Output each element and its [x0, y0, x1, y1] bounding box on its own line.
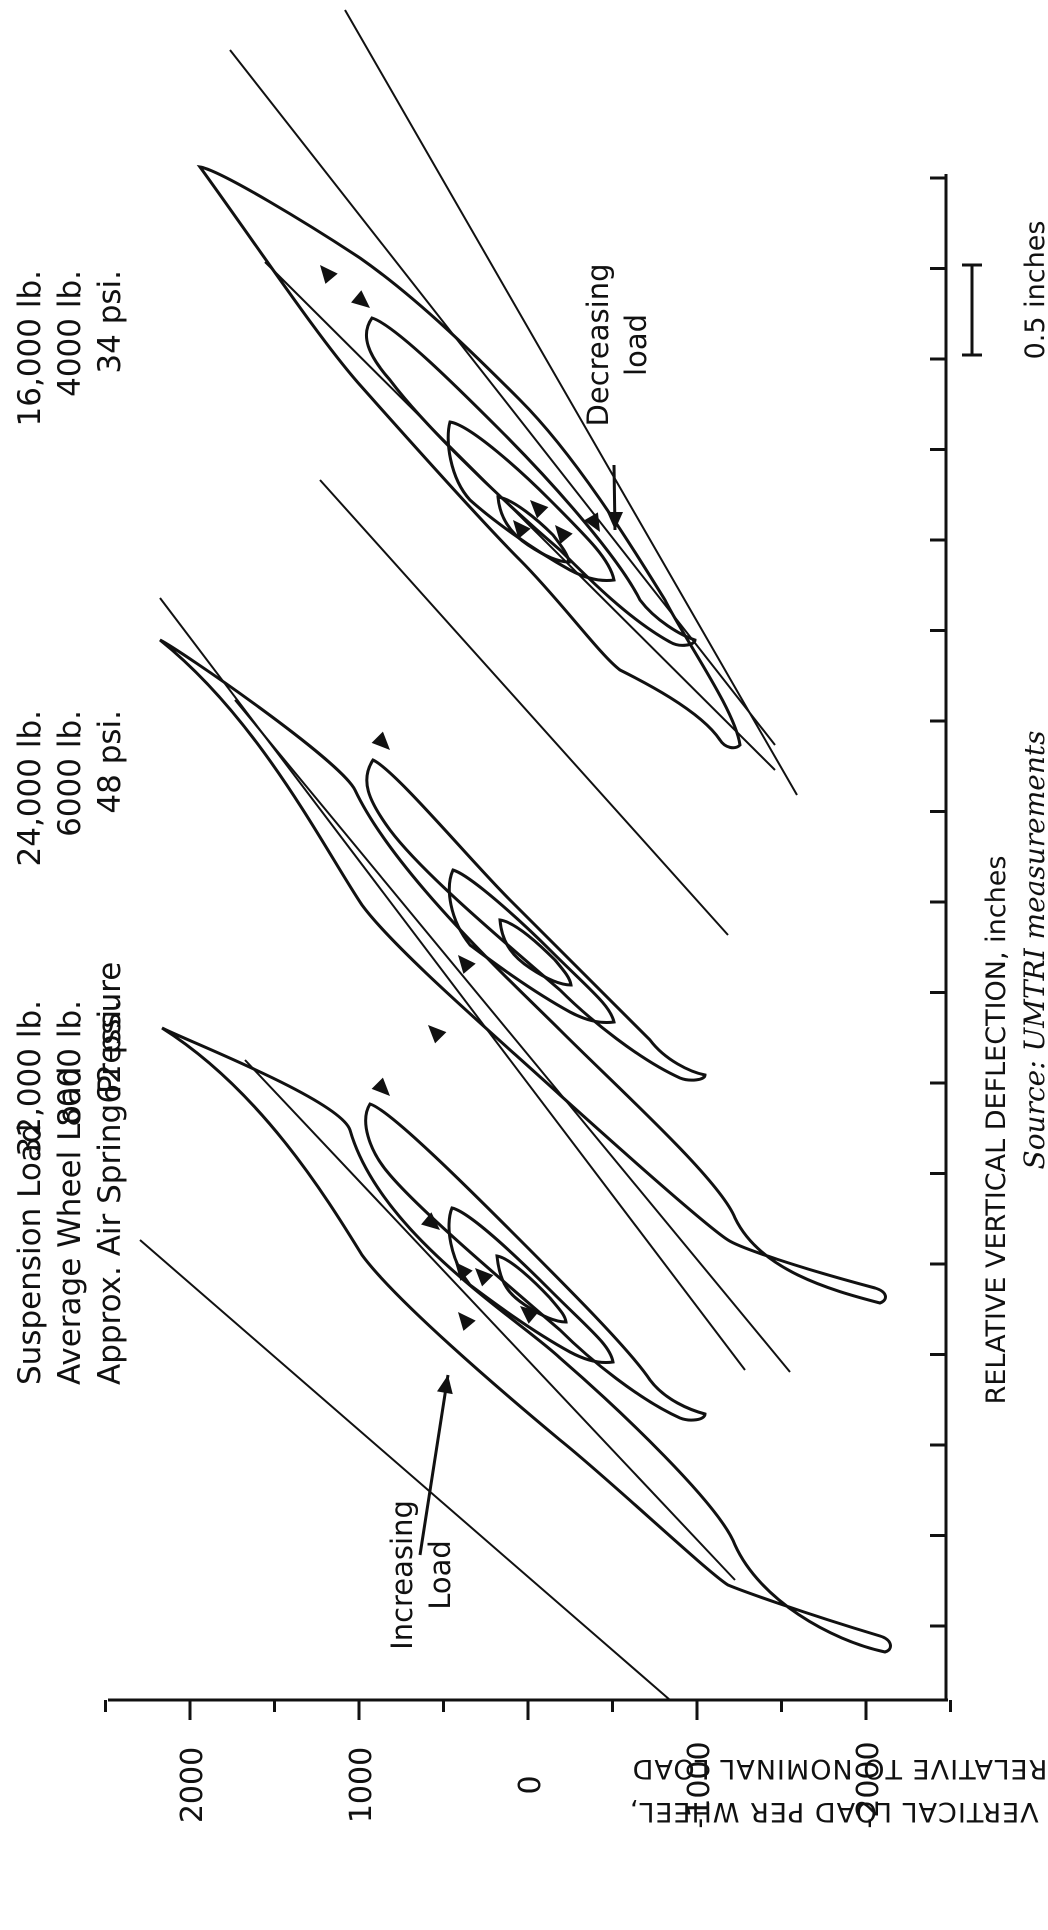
arrowhead-shape: [530, 500, 549, 519]
x-axis-label: RELATIVE VERTICAL DEFLECTION, inches: [981, 856, 1012, 1405]
chart-axes: [104, 174, 982, 1720]
arrowhead-shape: [458, 1312, 476, 1331]
hysteresis-loop: [446, 420, 616, 582]
arrowhead: [475, 1268, 494, 1287]
header-label-wheel-load: Average Wheel Load: [52, 1067, 88, 1385]
arrowhead-shape: [351, 290, 370, 308]
reference-lines: [139, 9, 798, 1701]
arrowhead-shape: [584, 512, 600, 532]
reference-line: [344, 9, 798, 796]
y-axis-label-line2: POUNDS RELATIVE TO NOMINAL LOAD: [632, 1753, 1048, 1784]
arrowhead-shape: [513, 520, 531, 539]
arrowhead-shape: [371, 731, 390, 750]
annotation-decreasing-load: load: [619, 314, 653, 376]
arrowhead-shape: [371, 1077, 390, 1096]
reference-line: [229, 49, 776, 746]
arrowhead: [458, 1312, 476, 1331]
arrowhead: [421, 1212, 440, 1230]
arrowhead-shape: [475, 1268, 494, 1287]
condition-1-pressure: 62 psi.: [92, 1000, 128, 1104]
reference-line: [319, 479, 729, 936]
condition-2-pressure: 48 psi.: [92, 710, 128, 814]
arrowhead: [371, 731, 390, 750]
arrowhead-shape: [455, 1262, 473, 1281]
source-note: Source: UMTRI measurements: [1018, 731, 1048, 1170]
condition-1-suspension-load: 32,000 lb.: [12, 1000, 48, 1156]
y-tick-label: -2000: [851, 1741, 886, 1828]
hysteresis-loop: [496, 495, 571, 564]
arrowhead-shape: [436, 1375, 453, 1395]
arrowhead: [458, 955, 476, 974]
hysteresis-loop: [447, 1206, 615, 1364]
hysteresis-loop: [159, 638, 887, 1305]
hysteresis-loop: [447, 868, 616, 1024]
arrowhead: [371, 1077, 390, 1096]
annotation-increasing: Increasing: [385, 1500, 419, 1650]
hysteresis-loop: [161, 1026, 892, 1654]
annotation-arrows: [418, 464, 617, 1556]
condition-3-pressure: 34 psi.: [92, 270, 128, 374]
arrowhead: [320, 265, 338, 284]
condition-2-wheel-load: 6000 lb.: [52, 710, 88, 837]
arrowhead-shape: [520, 1306, 539, 1324]
reference-line: [159, 597, 746, 1371]
arrowhead: [428, 1025, 447, 1044]
hysteresis-loop: [196, 164, 742, 750]
scale-bar-label: 0.5 inches: [1020, 221, 1048, 360]
header-label-pressure: Approx. Air Spring Pressure: [92, 962, 128, 1385]
arrowhead: [351, 290, 370, 308]
condition-3-wheel-load: 4000 lb.: [52, 270, 88, 397]
annotation-decreasing: Decreasing: [581, 264, 615, 427]
hysteresis-loop: [365, 758, 707, 1082]
y-tick-label: 1000: [344, 1747, 379, 1823]
y-tick-label: -1000: [682, 1741, 717, 1828]
condition-3-suspension-load: 16,000 lb.: [12, 270, 48, 426]
arrowhead: [436, 1375, 453, 1395]
scale-bar: [962, 263, 982, 357]
hysteresis-loop: [498, 918, 573, 987]
y-tick-labels: 2000 1000 0 -1000 -2000: [175, 1741, 886, 1828]
reference-line: [234, 699, 791, 1373]
arrowhead-shape: [555, 525, 573, 544]
reference-line: [139, 1239, 671, 1701]
arrowhead: [520, 1306, 539, 1324]
hysteresis-loop: [364, 1102, 707, 1422]
header-label-suspension-load: Suspension Load: [12, 1124, 48, 1385]
arrowhead: [530, 500, 549, 519]
condition-1-wheel-load: 8000 lb.: [52, 1000, 88, 1127]
arrowhead-shape: [428, 1025, 447, 1044]
arrowhead: [584, 512, 600, 532]
reference-line: [244, 1059, 736, 1581]
hysteresis-loop: [364, 316, 697, 647]
hysteresis-loop: [495, 1254, 568, 1324]
arrowhead-shape: [458, 955, 476, 974]
annotation-increasing-load: Load: [423, 1540, 457, 1610]
condition-2-suspension-load: 24,000 lb.: [12, 710, 48, 866]
y-tick-label: 0: [513, 1775, 548, 1794]
arrowhead-shape: [320, 265, 338, 284]
arrowhead: [513, 520, 531, 539]
arrowhead: [455, 1262, 473, 1281]
y-tick-label: 2000: [175, 1747, 210, 1823]
hysteresis-loops: [159, 164, 892, 1654]
arrowhead: [555, 525, 573, 544]
y-axis-label-line1: AVERAGE VERTICAL LOAD PER WHEEL,: [629, 1796, 1048, 1827]
arrowhead-shape: [421, 1212, 440, 1230]
